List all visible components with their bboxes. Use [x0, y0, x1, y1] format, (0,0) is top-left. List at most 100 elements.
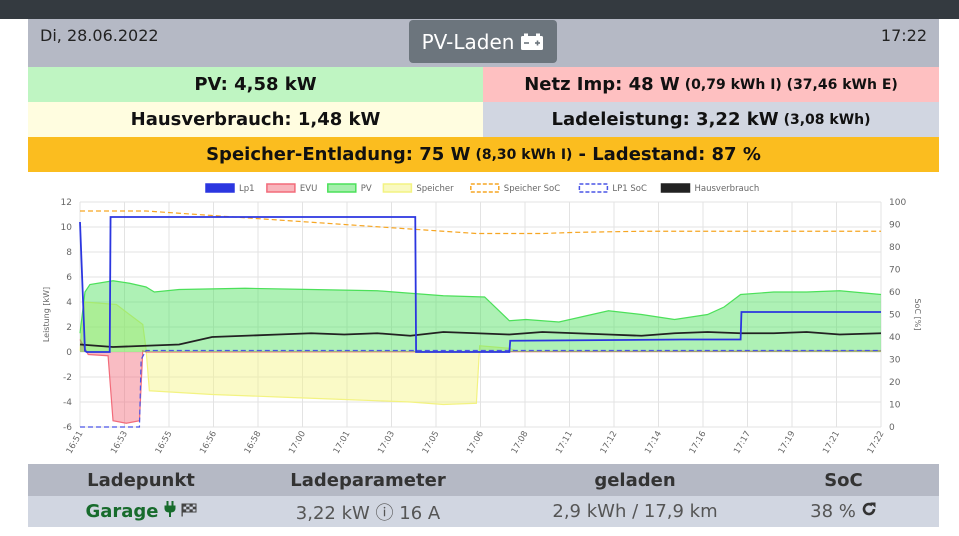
series-line-lp1 [79, 216, 881, 353]
y2-tick-label: 80 [889, 243, 901, 253]
legend-swatch-speicher-soc [470, 183, 500, 193]
charged-amount: 2,9 kWh / 17,9 km [552, 501, 718, 522]
y-tick-label: 2 [66, 323, 72, 333]
x-tick-label: 17:14 [643, 430, 664, 456]
x-tick-label: 17:08 [510, 430, 531, 456]
chargepoint-cell[interactable]: Garage [28, 496, 254, 527]
y-tick-label: 6 [66, 273, 72, 283]
grid-energy: (0,79 kWh I) (37,46 kWh E) [684, 76, 898, 93]
legend-label-evu: EVU [300, 184, 317, 194]
charge-mode-label: PV-Laden [421, 29, 515, 54]
header: Di, 28.06.2022 PV-Laden 17:22 [28, 19, 939, 67]
legend-label-speicher-soc: Speicher SoC [504, 184, 560, 194]
y2-tick-label: 0 [889, 423, 895, 433]
y-tick-label: -4 [63, 398, 72, 408]
house-consumption: Hausverbrauch: 1,48 kW [130, 109, 381, 130]
legend-label-lp1-soc: LP1 SoC [612, 184, 647, 194]
y-tick-label: 4 [66, 298, 72, 308]
legend-swatch-lp1-soc [578, 183, 609, 193]
charge-parameters[interactable]: 3,22 kW ⓘ 16 A [295, 502, 441, 524]
vehicle-soc: 38 % [810, 501, 856, 522]
series-line-pv [79, 280, 882, 334]
x-tick-label: 16:58 [243, 430, 264, 456]
y2-tick-label: 60 [889, 288, 901, 298]
legend-swatch-pv [327, 183, 357, 193]
grid-tile: Netz Imp: 48 W (0,79 kWh I) (37,46 kWh E… [483, 67, 939, 102]
chargepoint-table-header: Ladepunkt Ladeparameter geladen SoC [28, 464, 939, 496]
checkered-flag-icon [181, 501, 197, 522]
y2-tick-label: 30 [889, 356, 901, 366]
y-tick-label: -2 [63, 373, 72, 383]
y-tick-label: 12 [61, 198, 72, 208]
battery-discharge: Speicher-Entladung: 75 W [206, 144, 471, 165]
grid-import: Netz Imp: 48 W [524, 74, 680, 95]
x-tick-label: 17:00 [287, 430, 308, 456]
house-consumption-tile: Hausverbrauch: 1,48 kW [28, 102, 483, 137]
y2-tick-label: 10 [889, 401, 901, 411]
series-line-lp1-soc [80, 349, 881, 428]
plug-icon [164, 501, 176, 522]
col-header-soc: SoC [824, 469, 863, 491]
power-chart[interactable]: 12 10 8 6 4 2 0 -2 -4 -6 100 90 80 70 60 50 40 30 20 10 0 Lei… [28, 176, 939, 462]
charge-energy: (3,08 kWh) [783, 111, 871, 128]
battery-tile: Speicher-Entladung: 75 W (8,30 kWh I) - … [28, 137, 939, 172]
legend-label-hausverbrauch: Hausverbrauch [695, 184, 760, 194]
x-tick-label: 17:17 [732, 430, 753, 456]
series-line-speicher [79, 301, 881, 406]
y2-axis-title: SoC [%] [913, 299, 922, 331]
x-tick-label: 16:51 [65, 430, 86, 456]
col-header-ladeparameter: Ladeparameter [290, 469, 446, 491]
legend-swatch-evu [266, 183, 296, 193]
series-line-speicher-soc [80, 210, 881, 235]
x-tick-label: 17:01 [332, 430, 353, 456]
x-tick-label: 16:56 [198, 430, 219, 456]
legend-swatch-speicher [382, 183, 413, 193]
chargepoint-name[interactable]: Garage [85, 501, 159, 522]
y2-tick-label: 70 [889, 266, 901, 276]
y2-tick-label: 100 [889, 198, 906, 208]
x-tick-label: 16:55 [154, 430, 175, 456]
legend-label-speicher: Speicher [416, 184, 454, 194]
legend-swatch-hausverbrauch [660, 183, 691, 193]
time-display: 17:22 [880, 26, 927, 45]
x-tick-label: 17:19 [777, 430, 798, 456]
x-tick-label: 17:21 [821, 430, 842, 456]
col-header-ladepunkt: Ladepunkt [87, 469, 195, 491]
y2-tick-label: 90 [889, 221, 901, 231]
x-tick-label: 17:06 [465, 430, 486, 456]
x-tick-label: 17:03 [376, 430, 397, 456]
x-tick-label: 17:12 [599, 430, 620, 456]
series-area-speicher [80, 302, 881, 405]
y-tick-label: -6 [63, 423, 72, 433]
legend-label-lp1: Lp1 [239, 184, 255, 194]
date-display: Di, 28.06.2022 [40, 26, 159, 45]
table-row[interactable]: Garage 3,22 kW ⓘ 16 A 2,9 kWh / 17,9 km [28, 496, 939, 527]
charge-mode-button[interactable]: PV-Laden [409, 20, 557, 63]
x-tick-label: 17:05 [421, 430, 442, 456]
y2-tick-label: 40 [889, 333, 901, 343]
y-tick-label: 10 [61, 223, 73, 233]
battery-soc: - Ladestand: 87 % [578, 144, 761, 165]
x-tick-label: 17:11 [554, 430, 575, 456]
pv-tile: PV: 4,58 kW [28, 67, 483, 102]
legend-label-pv: PV [361, 184, 372, 194]
y2-tick-label: 20 [889, 378, 901, 388]
pv-power: PV: 4,58 kW [194, 74, 317, 95]
y-axis-title: Leistung [kW] [42, 287, 51, 342]
top-bar [0, 0, 959, 19]
y-tick-label: 0 [66, 348, 72, 358]
charge-power: Ladeleistung: 3,22 kW [551, 109, 779, 130]
battery-charging-icon [520, 33, 544, 51]
charge-power-tile: Ladeleistung: 3,22 kW (3,08 kWh) [483, 102, 939, 137]
legend-swatch-lp1 [205, 183, 235, 193]
battery-energy: (8,30 kWh I) [475, 146, 573, 163]
series-line-hausverbrauch [79, 331, 882, 348]
y2-tick-label: 50 [889, 311, 901, 321]
x-tick-label: 16:53 [109, 430, 130, 456]
col-header-geladen: geladen [594, 469, 676, 491]
x-tick-label: 17:22 [866, 430, 887, 456]
x-tick-label: 17:16 [688, 430, 709, 456]
power-chart-svg: 121086420-2-4-61009080706050403020100Lei… [42, 183, 922, 456]
soc-cell[interactable]: 38 % [748, 496, 939, 527]
refresh-icon[interactable] [861, 501, 877, 522]
